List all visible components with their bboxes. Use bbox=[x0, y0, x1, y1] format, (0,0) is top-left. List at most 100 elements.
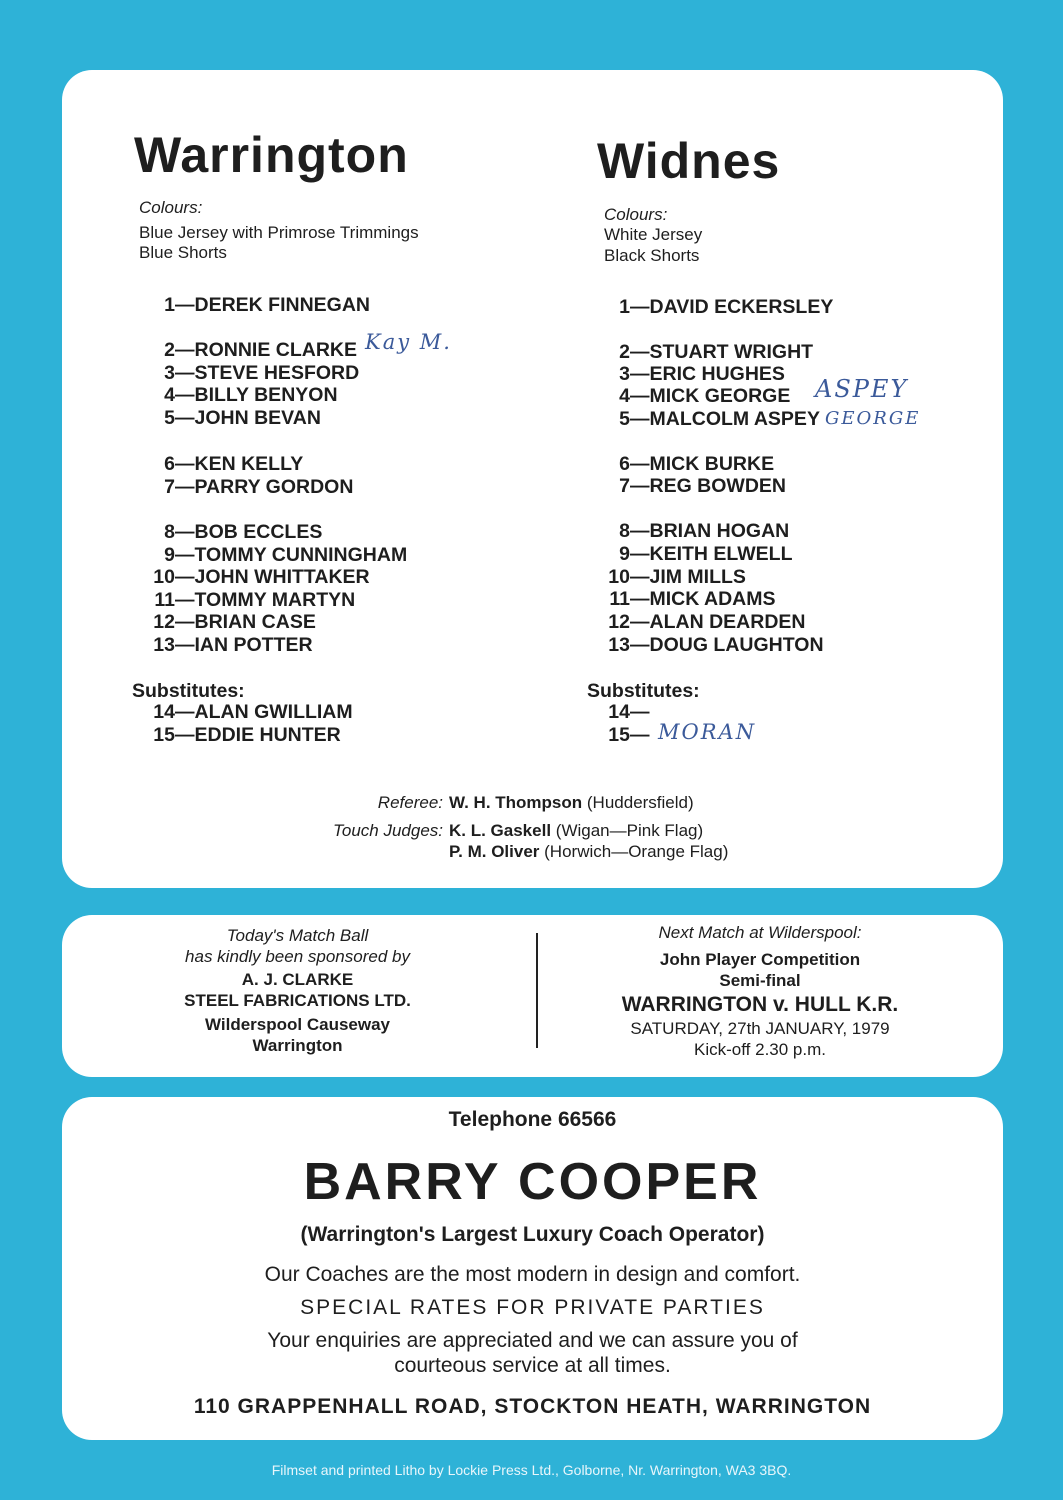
player-number: 14 bbox=[153, 701, 175, 723]
dash: — bbox=[175, 589, 195, 611]
printer-credit: Filmset and printed Litho by Lockie Pres… bbox=[271, 1462, 792, 1478]
player-number: 1 bbox=[619, 296, 630, 318]
next-match-block: Next Match at Wilderspool: John Player C… bbox=[580, 922, 940, 1060]
player-number: 6 bbox=[164, 453, 175, 475]
player-name: REG BOWDEN bbox=[649, 475, 787, 497]
player-row: 6— MICK BURKE bbox=[588, 453, 774, 476]
dash: — bbox=[175, 294, 195, 316]
player-row: 13— DOUG LAUGHTON bbox=[588, 634, 823, 657]
player-name: MICK ADAMS bbox=[649, 588, 776, 610]
player-row: 11— MICK ADAMS bbox=[588, 588, 776, 611]
touch-judge-2-name: P. M. Oliver bbox=[449, 842, 540, 861]
referee-club: (Huddersfield) bbox=[586, 793, 694, 812]
player-row: 12— ALAN DEARDEN bbox=[588, 611, 806, 634]
player-row: 8— BOB ECCLES bbox=[133, 521, 322, 544]
player-row: 15— EDDIE HUNTER bbox=[133, 724, 340, 747]
match-date: SATURDAY, 27th JANUARY, 1979 bbox=[630, 1019, 890, 1038]
player-name: BILLY BENYON bbox=[194, 384, 338, 406]
player-number: 5 bbox=[619, 408, 630, 430]
player-name: TOMMY MARTYN bbox=[194, 589, 356, 611]
player-number: 9 bbox=[164, 544, 175, 566]
dash: — bbox=[175, 566, 195, 588]
player-row: 4— BILLY BENYON bbox=[133, 384, 338, 407]
player-row: 14— bbox=[588, 701, 649, 724]
player-row: 1— DEREK FINNEGAN bbox=[133, 294, 370, 317]
player-name: BOB ECCLES bbox=[194, 521, 323, 543]
player-number: 12 bbox=[153, 611, 175, 633]
handwritten-note: Kay M. bbox=[365, 330, 452, 354]
player-row: 2— RONNIE CLARKE bbox=[133, 339, 357, 362]
player-row: 15— bbox=[588, 724, 649, 747]
player-row: 3— ERIC HUGHES bbox=[588, 363, 785, 386]
touch-judge-2-club: (Horwich—Orange Flag) bbox=[544, 842, 729, 861]
dash: — bbox=[175, 544, 195, 566]
player-row: 9— TOMMY CUNNINGHAM bbox=[133, 544, 407, 567]
advert-telephone: Telephone 66566 bbox=[448, 1108, 617, 1131]
player-number: 12 bbox=[608, 611, 630, 633]
player-name: STUART WRIGHT bbox=[649, 341, 814, 363]
dash: — bbox=[175, 339, 195, 361]
divider bbox=[536, 933, 538, 1048]
handwritten-note: MORAN bbox=[658, 720, 757, 744]
player-name: ALAN DEARDEN bbox=[649, 611, 806, 633]
player-number: 2 bbox=[164, 339, 175, 361]
player-number: 1 bbox=[164, 294, 175, 316]
kickoff-time: Kick-off 2.30 p.m. bbox=[694, 1040, 826, 1059]
player-number: 4 bbox=[164, 384, 175, 406]
player-name: KEITH ELWELL bbox=[649, 543, 793, 565]
dash: — bbox=[175, 611, 195, 633]
fixture: WARRINGTON v. HULL K.R. bbox=[621, 993, 899, 1016]
player-number: 14 bbox=[608, 701, 630, 723]
player-name: RONNIE CLARKE bbox=[194, 339, 358, 361]
player-row: 7— PARRY GORDON bbox=[133, 476, 353, 499]
advert-line-1: Our Coaches are the most modern in desig… bbox=[264, 1263, 801, 1286]
player-name: BRIAN CASE bbox=[194, 611, 316, 633]
player-row: 1— DAVID ECKERSLEY bbox=[588, 296, 833, 319]
dash: — bbox=[630, 363, 650, 385]
player-row: 9— KEITH ELWELL bbox=[588, 543, 793, 566]
advert-address: 110 GRAPPENHALL ROAD, STOCKTON HEATH, WA… bbox=[193, 1395, 872, 1418]
referee-name: W. H. Thompson bbox=[449, 793, 583, 812]
dash: — bbox=[175, 476, 195, 498]
player-number: 5 bbox=[164, 407, 175, 429]
player-number: 15 bbox=[153, 724, 175, 746]
dash: — bbox=[630, 611, 650, 633]
player-name: MALCOLM ASPEY bbox=[649, 408, 820, 430]
player-number: 13 bbox=[608, 634, 630, 656]
player-name: KEN KELLY bbox=[194, 453, 304, 475]
competition-round: Semi-final bbox=[719, 971, 801, 990]
dash: — bbox=[175, 701, 195, 723]
player-number: 11 bbox=[154, 589, 175, 611]
player-name: JOHN WHITTAKER bbox=[194, 566, 370, 588]
player-row: 10— JIM MILLS bbox=[588, 566, 746, 589]
next-match-label: Next Match at Wilderspool: bbox=[658, 923, 862, 942]
home-colours-jersey: Blue Jersey with Primrose Trimmings bbox=[139, 223, 419, 242]
away-colours-shorts: Black Shorts bbox=[604, 246, 700, 265]
player-row: 3— STEVE HESFORD bbox=[133, 362, 359, 385]
sponsor-line-2: has kindly been sponsored by bbox=[185, 947, 410, 966]
touch-judges-label: Touch Judges: bbox=[333, 821, 443, 840]
dash: — bbox=[175, 407, 195, 429]
home-colours-label: Colours: bbox=[139, 198, 203, 217]
advert-company: BARRY COOPER bbox=[303, 1153, 762, 1211]
player-name: DAVID ECKERSLEY bbox=[649, 296, 834, 318]
dash: — bbox=[175, 384, 195, 406]
sponsor-line-1: Today's Match Ball bbox=[226, 926, 369, 945]
player-name: STEVE HESFORD bbox=[194, 362, 360, 384]
player-row: 12— BRIAN CASE bbox=[133, 611, 316, 634]
handwritten-note: GEORGE bbox=[825, 408, 921, 429]
advert-line-4: courteous service at all times. bbox=[394, 1354, 671, 1377]
player-row: 5— JOHN BEVAN bbox=[133, 407, 321, 430]
dash: — bbox=[630, 588, 650, 610]
player-row: 10— JOHN WHITTAKER bbox=[133, 566, 370, 589]
dash: — bbox=[630, 520, 650, 542]
sponsor-block: Today's Match Ball has kindly been spons… bbox=[140, 925, 455, 1056]
player-number: 11 bbox=[609, 588, 630, 610]
dash: — bbox=[175, 634, 195, 656]
advert-line-3: Your enquiries are appreciated and we ca… bbox=[267, 1329, 798, 1352]
away-colours-jersey: White Jersey bbox=[604, 225, 703, 244]
player-row: 8— BRIAN HOGAN bbox=[588, 520, 789, 543]
player-number: 2 bbox=[619, 341, 630, 363]
player-number: 6 bbox=[619, 453, 630, 475]
player-number: 7 bbox=[164, 476, 175, 498]
